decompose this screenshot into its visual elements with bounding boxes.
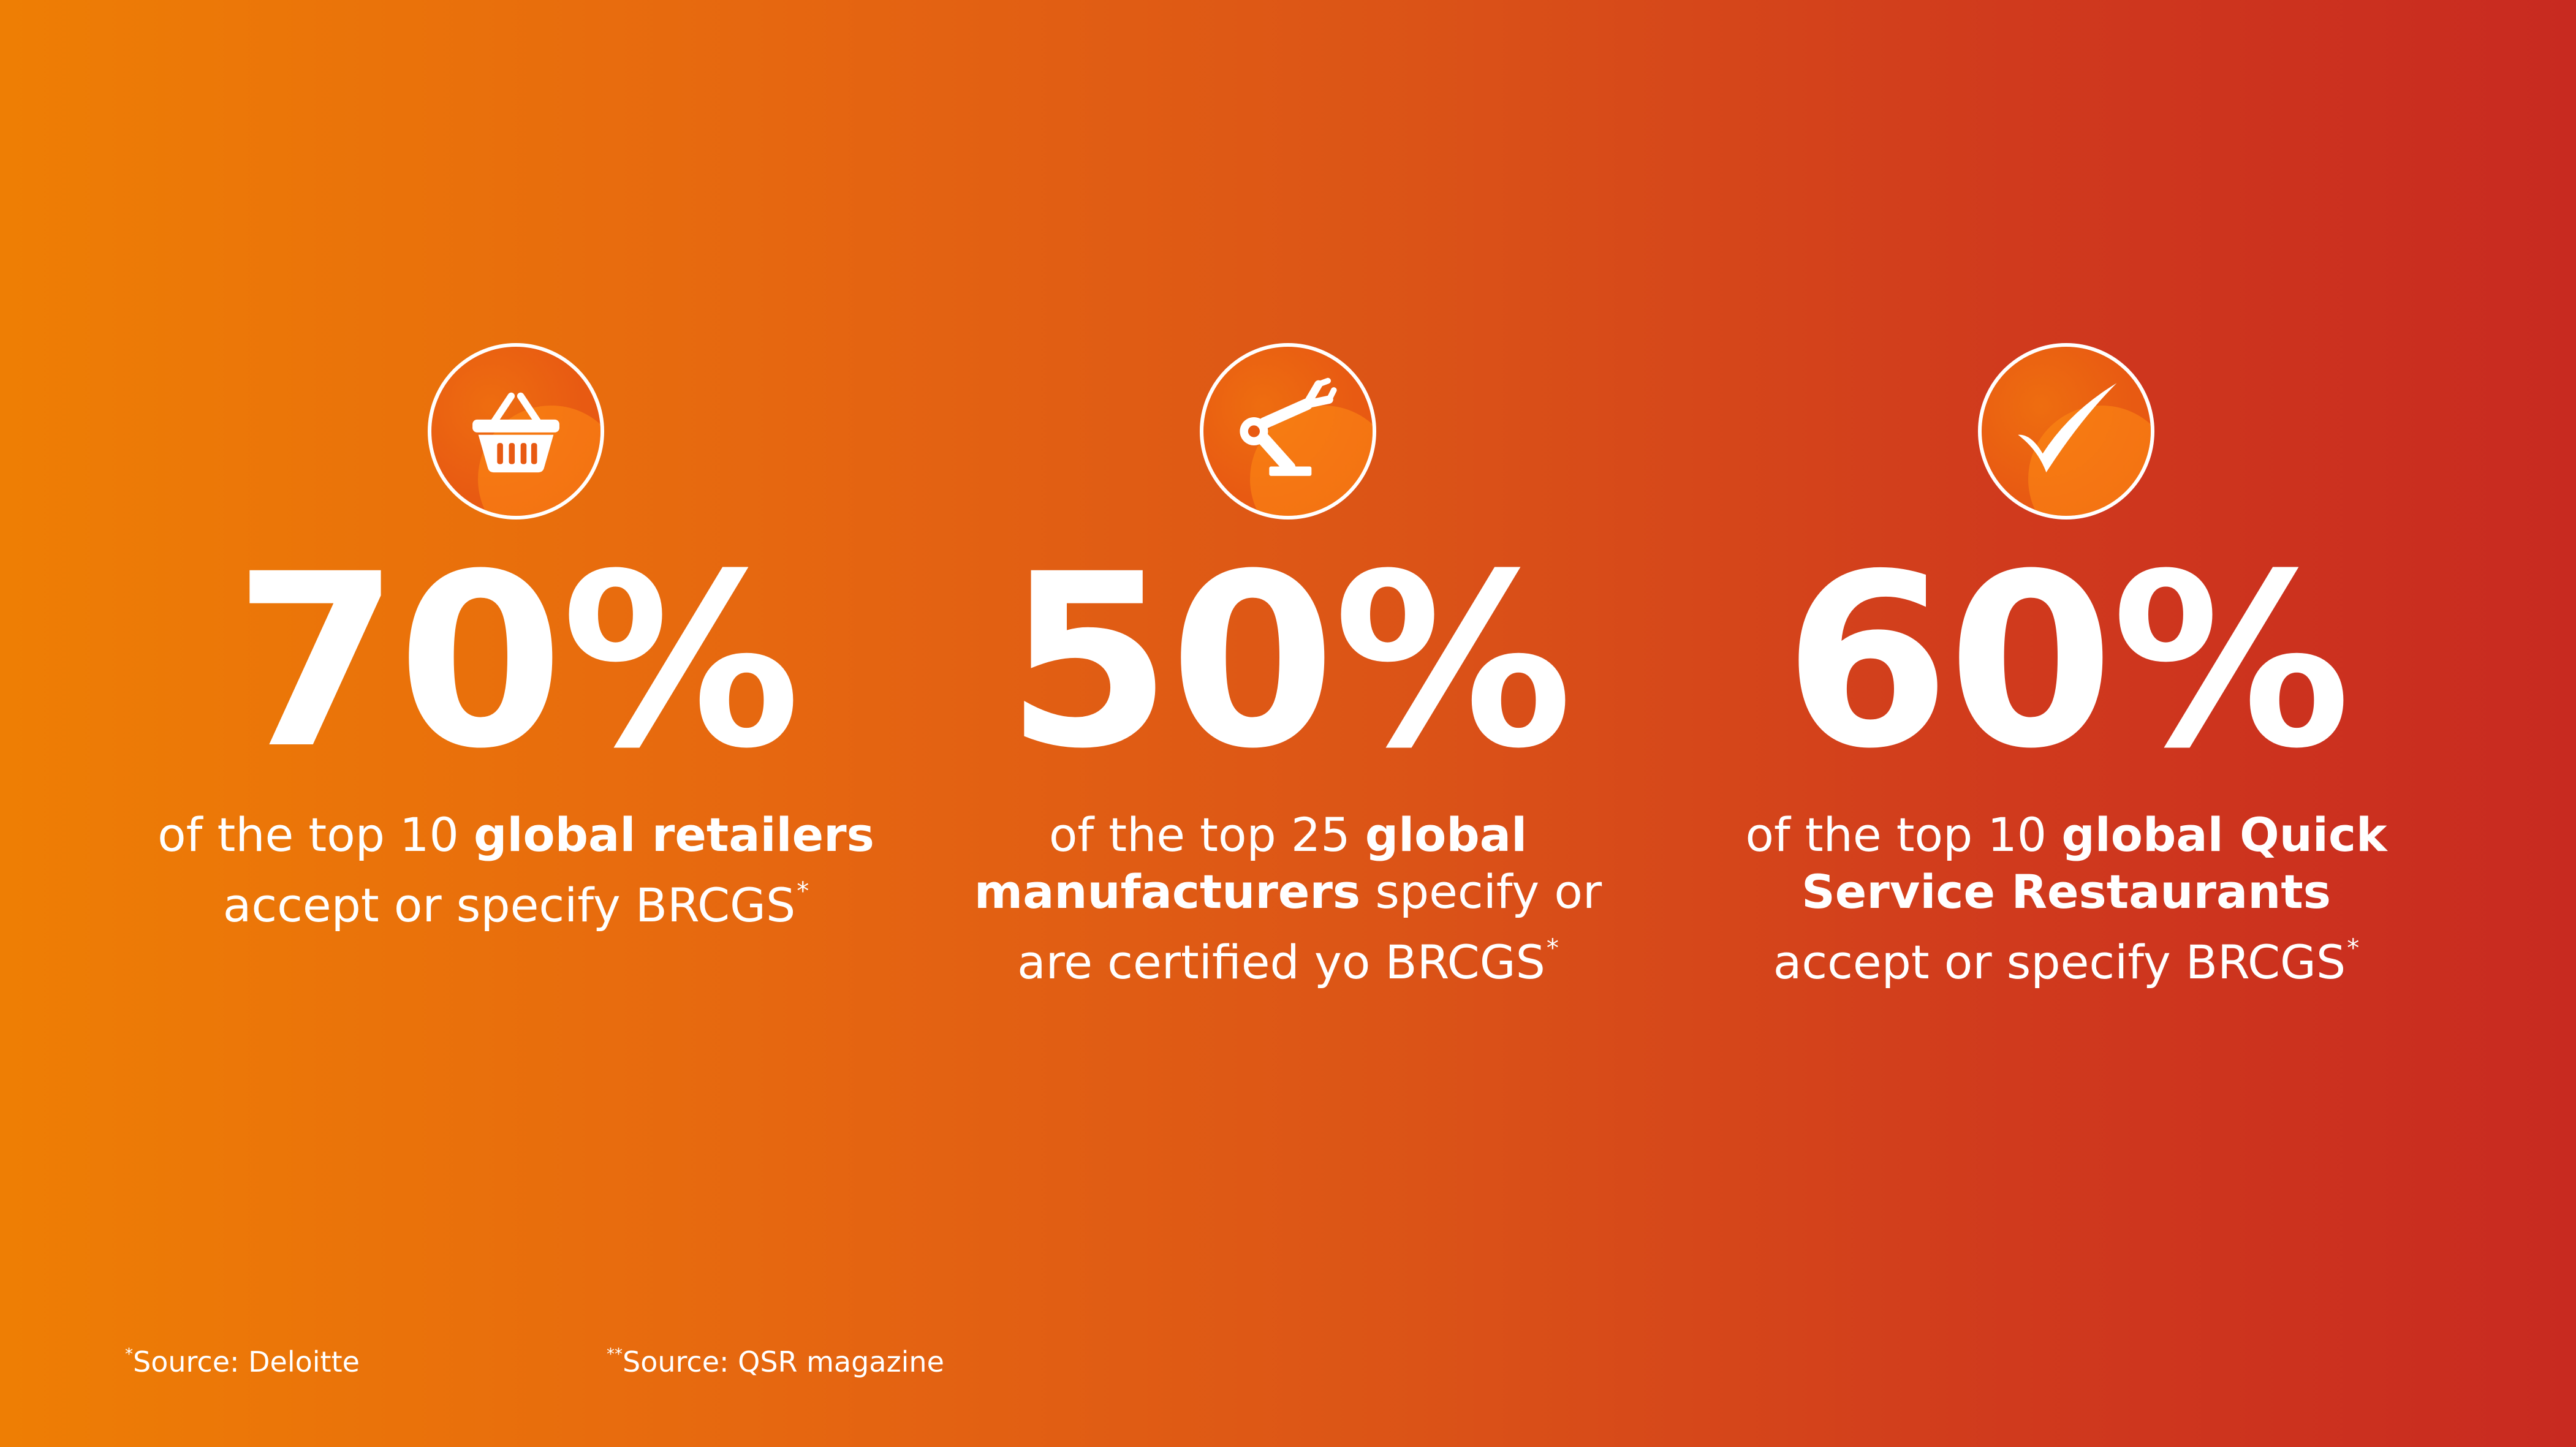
caption-line: manufacturers specify or <box>920 863 1656 920</box>
caption-text: are certified yo BRCGS <box>1017 935 1545 989</box>
manufacturers-icon-badge <box>1200 343 1376 519</box>
caption-bold-text: manufacturers <box>974 864 1361 919</box>
retailers-caption: of the top 10 global retailers accept or… <box>148 806 884 934</box>
footnote-marker: * <box>2347 934 2360 962</box>
retailers-icon-badge <box>428 343 604 519</box>
caption-line: accept or specify BRCGS* <box>1699 920 2434 991</box>
manufacturers-caption: of the top 25 global manufacturers speci… <box>920 806 1656 991</box>
footnote-marker: * <box>797 877 809 905</box>
stat-manufacturers: 50% of the top 25 global manufacturers s… <box>920 343 1656 991</box>
caption-text: of the top 25 <box>1048 807 1365 862</box>
footnote-qsr-magazine: **Source: QSR magazine <box>607 1345 944 1378</box>
manufacturers-percentage: 50% <box>1006 523 1573 801</box>
robotic-arm-icon <box>1240 377 1337 476</box>
footnote-marker: * <box>125 1345 133 1364</box>
caption-bold-text: global Quick <box>2061 807 2387 862</box>
caption-line: of the top 10 global retailers <box>148 806 884 863</box>
caption-text: accept or specify BRCGS <box>222 878 796 932</box>
stat-quick-service-restaurants: 60% of the top 10 global Quick Service R… <box>1699 343 2434 991</box>
stat-retailers: 70% of the top 10 global retailers accep… <box>148 343 884 934</box>
footnote-text: Source: Deloitte <box>133 1345 360 1378</box>
caption-text: specify or <box>1360 864 1602 919</box>
caption-line: are certified yo BRCGS* <box>920 920 1656 991</box>
caption-bold-text: global retailers <box>473 807 874 862</box>
restaurants-icon-badge <box>1978 343 2154 519</box>
restaurants-caption: of the top 10 global Quick Service Resta… <box>1699 806 2434 991</box>
caption-text: accept or specify BRCGS <box>1773 935 2346 989</box>
caption-text: of the top 10 <box>157 807 474 862</box>
footnote-marker: * <box>1546 934 1559 962</box>
caption-bold-text: Service Restaurants <box>1801 864 2331 919</box>
caption-text: of the top 10 <box>1745 807 2062 862</box>
footnote-deloitte: *Source: Deloitte <box>125 1345 360 1378</box>
caption-line: accept or specify BRCGS* <box>148 863 884 934</box>
caption-line: of the top 10 global Quick <box>1699 806 2434 863</box>
footnote-marker: ** <box>607 1345 623 1364</box>
footnote-text: Source: QSR magazine <box>623 1345 944 1378</box>
restaurants-percentage: 60% <box>1784 523 2351 801</box>
caption-line: Service Restaurants <box>1699 863 2434 920</box>
caption-line: of the top 25 global <box>920 806 1656 863</box>
caption-bold-text: global <box>1365 807 1528 862</box>
checkmark-icon <box>2018 383 2117 473</box>
shopping-basket-icon <box>472 392 559 473</box>
retailers-percentage: 70% <box>233 523 801 801</box>
